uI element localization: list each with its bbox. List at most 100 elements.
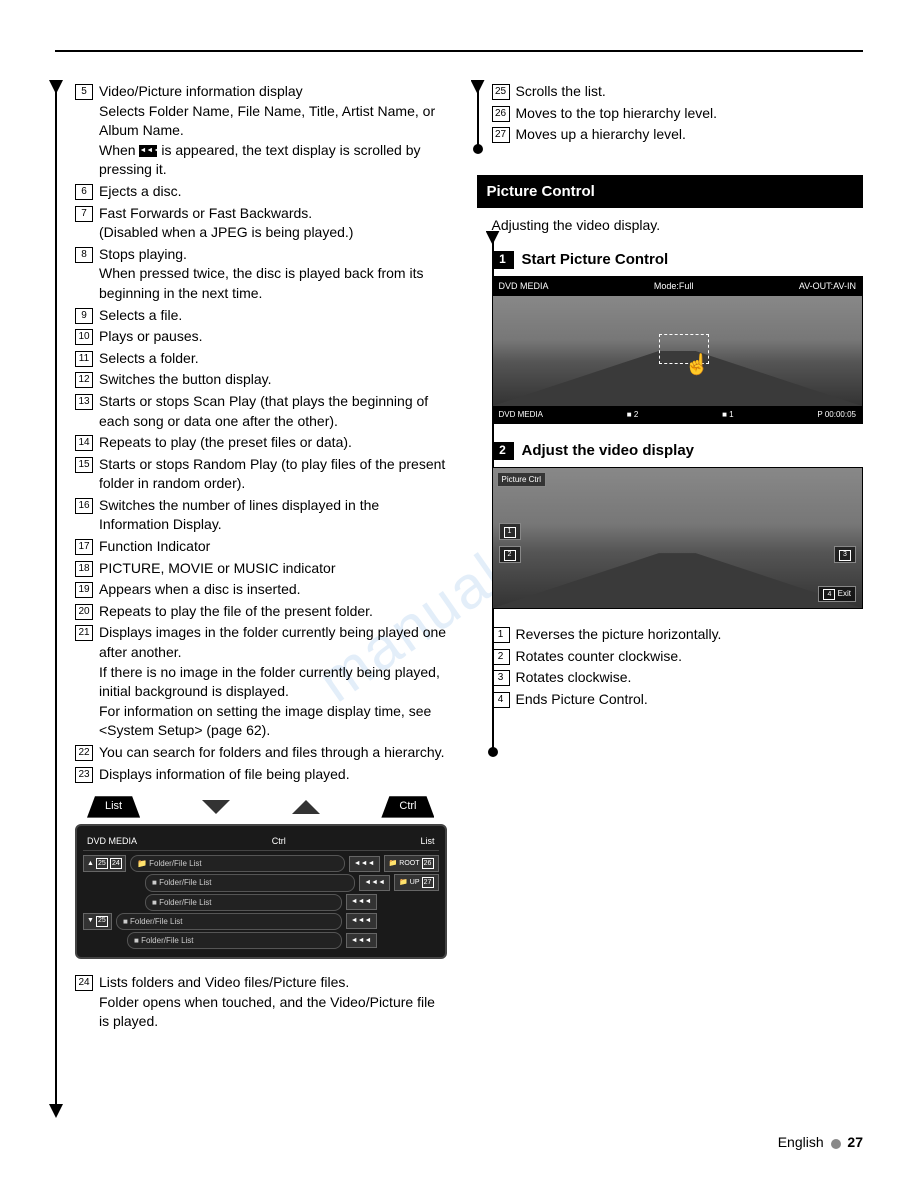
item-19: 19Appears when a disc is inserted. — [75, 580, 447, 600]
folder-row: ■ Folder/File List — [127, 932, 342, 949]
list-rows: ▲ 25 24 📁 Folder/File List ◄◄◄ 📁ROOT 26 … — [83, 855, 439, 949]
item-text: Lists folders and Video files/Picture fi… — [99, 973, 447, 1032]
step-num: 2 — [492, 442, 514, 460]
item-text: Moves up a hierarchy level. — [516, 125, 864, 145]
num-box: 1 — [492, 627, 510, 643]
folder-row: ■ Folder/File List — [145, 894, 342, 911]
item-text: Fast Forwards or Fast Backwards.(Disable… — [99, 204, 447, 243]
num-box: 5 — [75, 84, 93, 100]
mini-num: 4 — [823, 589, 835, 600]
num-box: 20 — [75, 604, 93, 620]
item-13: 13Starts or stops Scan Play (that plays … — [75, 392, 447, 431]
step-title: Start Picture Control — [522, 249, 669, 270]
item-text: Moves to the top hierarchy level. — [516, 104, 864, 124]
callout-26: 26 — [422, 858, 434, 869]
list-row: ■ Folder/File List ◄◄◄ — [83, 932, 439, 949]
num-box: 18 — [75, 561, 93, 577]
pc-item-4: 4Ends Picture Control. — [492, 690, 864, 710]
num-box: 25 — [492, 84, 510, 100]
mini-num: 3 — [839, 550, 851, 561]
tab-list: List — [87, 796, 140, 817]
page-footer: English 27 — [778, 1133, 863, 1153]
row-arrow: ◄◄◄ — [346, 894, 377, 910]
triangle-down-icon — [202, 800, 230, 814]
left-column: 5 Video/Picture information displaySelect… — [55, 82, 447, 1034]
mini-num: 1 — [504, 527, 516, 538]
hdr-right: List — [420, 835, 434, 848]
callout-27: 27 — [422, 877, 434, 888]
bottom-mid2: ■ 1 — [722, 409, 734, 420]
tab-ctrl: Ctrl — [381, 796, 434, 817]
row-arrow: ◄◄◄ — [359, 875, 390, 891]
item-text: Stops playing.When pressed twice, the di… — [99, 245, 447, 304]
row-arrow: ◄◄◄ — [346, 933, 377, 949]
item-18: 18 PICTURE, MOVIE or MUSIC indicator — [75, 559, 447, 579]
num-box: 11 — [75, 351, 93, 367]
footer-lang: English — [778, 1134, 824, 1150]
callout-25: 25 — [96, 858, 108, 869]
step-title: Adjust the video display — [522, 440, 695, 461]
num-box: 7 — [75, 206, 93, 222]
triangle-up-icon — [292, 800, 320, 814]
pc-item-2: 2Rotates counter clockwise. — [492, 647, 864, 667]
item-17: 17 Function Indicator — [75, 537, 447, 557]
footer-page: 27 — [847, 1134, 863, 1150]
footer-dot-icon — [831, 1139, 841, 1149]
timeline-arrow-top — [486, 231, 500, 245]
callout-1: 1 — [499, 523, 521, 539]
mini-num: 2 — [504, 550, 516, 561]
item-9: 9Selects a file. — [75, 306, 447, 326]
num-box: 15 — [75, 457, 93, 473]
callout-25: 25 — [96, 916, 108, 927]
item-10: 10Plays or pauses. — [75, 327, 447, 347]
item-24: 24Lists folders and Video files/Picture … — [75, 973, 447, 1032]
picture-control-section: Picture Control Adjusting the video disp… — [492, 175, 864, 710]
item-text: Ejects a disc. — [99, 182, 447, 202]
item-text: Switches the button display. — [99, 370, 447, 390]
item-text: Switches the number of lines displayed i… — [99, 496, 447, 535]
item-5: 5 Video/Picture information displaySelect… — [75, 82, 447, 180]
item-text: PICTURE, MOVIE or MUSIC indicator — [99, 559, 447, 579]
item-text: Displays images in the folder currently … — [99, 623, 447, 741]
screen-topbar: DVD MEDIA Mode:Full AV-OUT:AV-IN — [493, 277, 863, 296]
list-row: ■ Folder/File List ◄◄◄ 📁UP 27 — [83, 874, 439, 891]
item-text: Appears when a disc is inserted. — [99, 580, 447, 600]
list-row: ▲ 25 24 📁 Folder/File List ◄◄◄ 📁ROOT 26 — [83, 855, 439, 872]
scroll totally-down-btn: ▼ 25 — [83, 913, 112, 930]
screen-body: Picture Ctrl 1 2 3 4 Exit — [493, 468, 863, 608]
scroll-up-btn: ▲ 25 24 — [83, 855, 126, 872]
bottom-mid1: ■ 2 — [627, 409, 639, 420]
item-25: 25Scrolls the list. — [492, 82, 864, 102]
row-text: Folder/File List — [130, 917, 182, 926]
hand-icon: ☝ — [685, 351, 710, 379]
item-text: Function Indicator — [99, 537, 447, 557]
top-left: DVD MEDIA — [499, 280, 549, 293]
item-14: 14Repeats to play (the preset files or d… — [75, 433, 447, 453]
num-box: 17 — [75, 539, 93, 555]
folder-row: ■ Folder/File List — [116, 913, 342, 930]
item-7: 7 Fast Forwards or Fast Backwards.(Disabl… — [75, 204, 447, 243]
item-21: 21Displays images in the folder currentl… — [75, 623, 447, 741]
folder-row: ■ Folder/File List — [145, 874, 355, 891]
bottom-right: P 00:00:05 — [817, 409, 856, 420]
item-text: Starts or stops Random Play (to play fil… — [99, 455, 447, 494]
screen-body: ☝ — [493, 296, 863, 406]
row-text: Folder/File List — [149, 859, 201, 868]
item-text: Video/Picture information displaySelects… — [99, 82, 447, 180]
item-text: Selects a folder. — [99, 349, 447, 369]
item-text: You can search for folders and files thr… — [99, 743, 447, 763]
item-text: Ends Picture Control. — [516, 690, 864, 710]
item-text: Displays information of file being playe… — [99, 765, 447, 785]
item-text: Plays or pauses. — [99, 327, 447, 347]
num-box: 27 — [492, 127, 510, 143]
pc-items: 1Reverses the picture horizontally. 2Rot… — [492, 625, 864, 709]
hdr-mid: Ctrl — [272, 835, 286, 848]
num-box: 26 — [492, 106, 510, 122]
list-row: ■ Folder/File List ◄◄◄ — [83, 894, 439, 911]
step-num: 1 — [492, 251, 514, 269]
step-1: 1 Start Picture Control — [492, 249, 864, 270]
step-2: 2 Adjust the video display — [492, 440, 864, 461]
row-arrow: ◄◄◄ — [346, 913, 377, 929]
num-box: 22 — [75, 745, 93, 761]
up-label: UP — [410, 878, 420, 888]
